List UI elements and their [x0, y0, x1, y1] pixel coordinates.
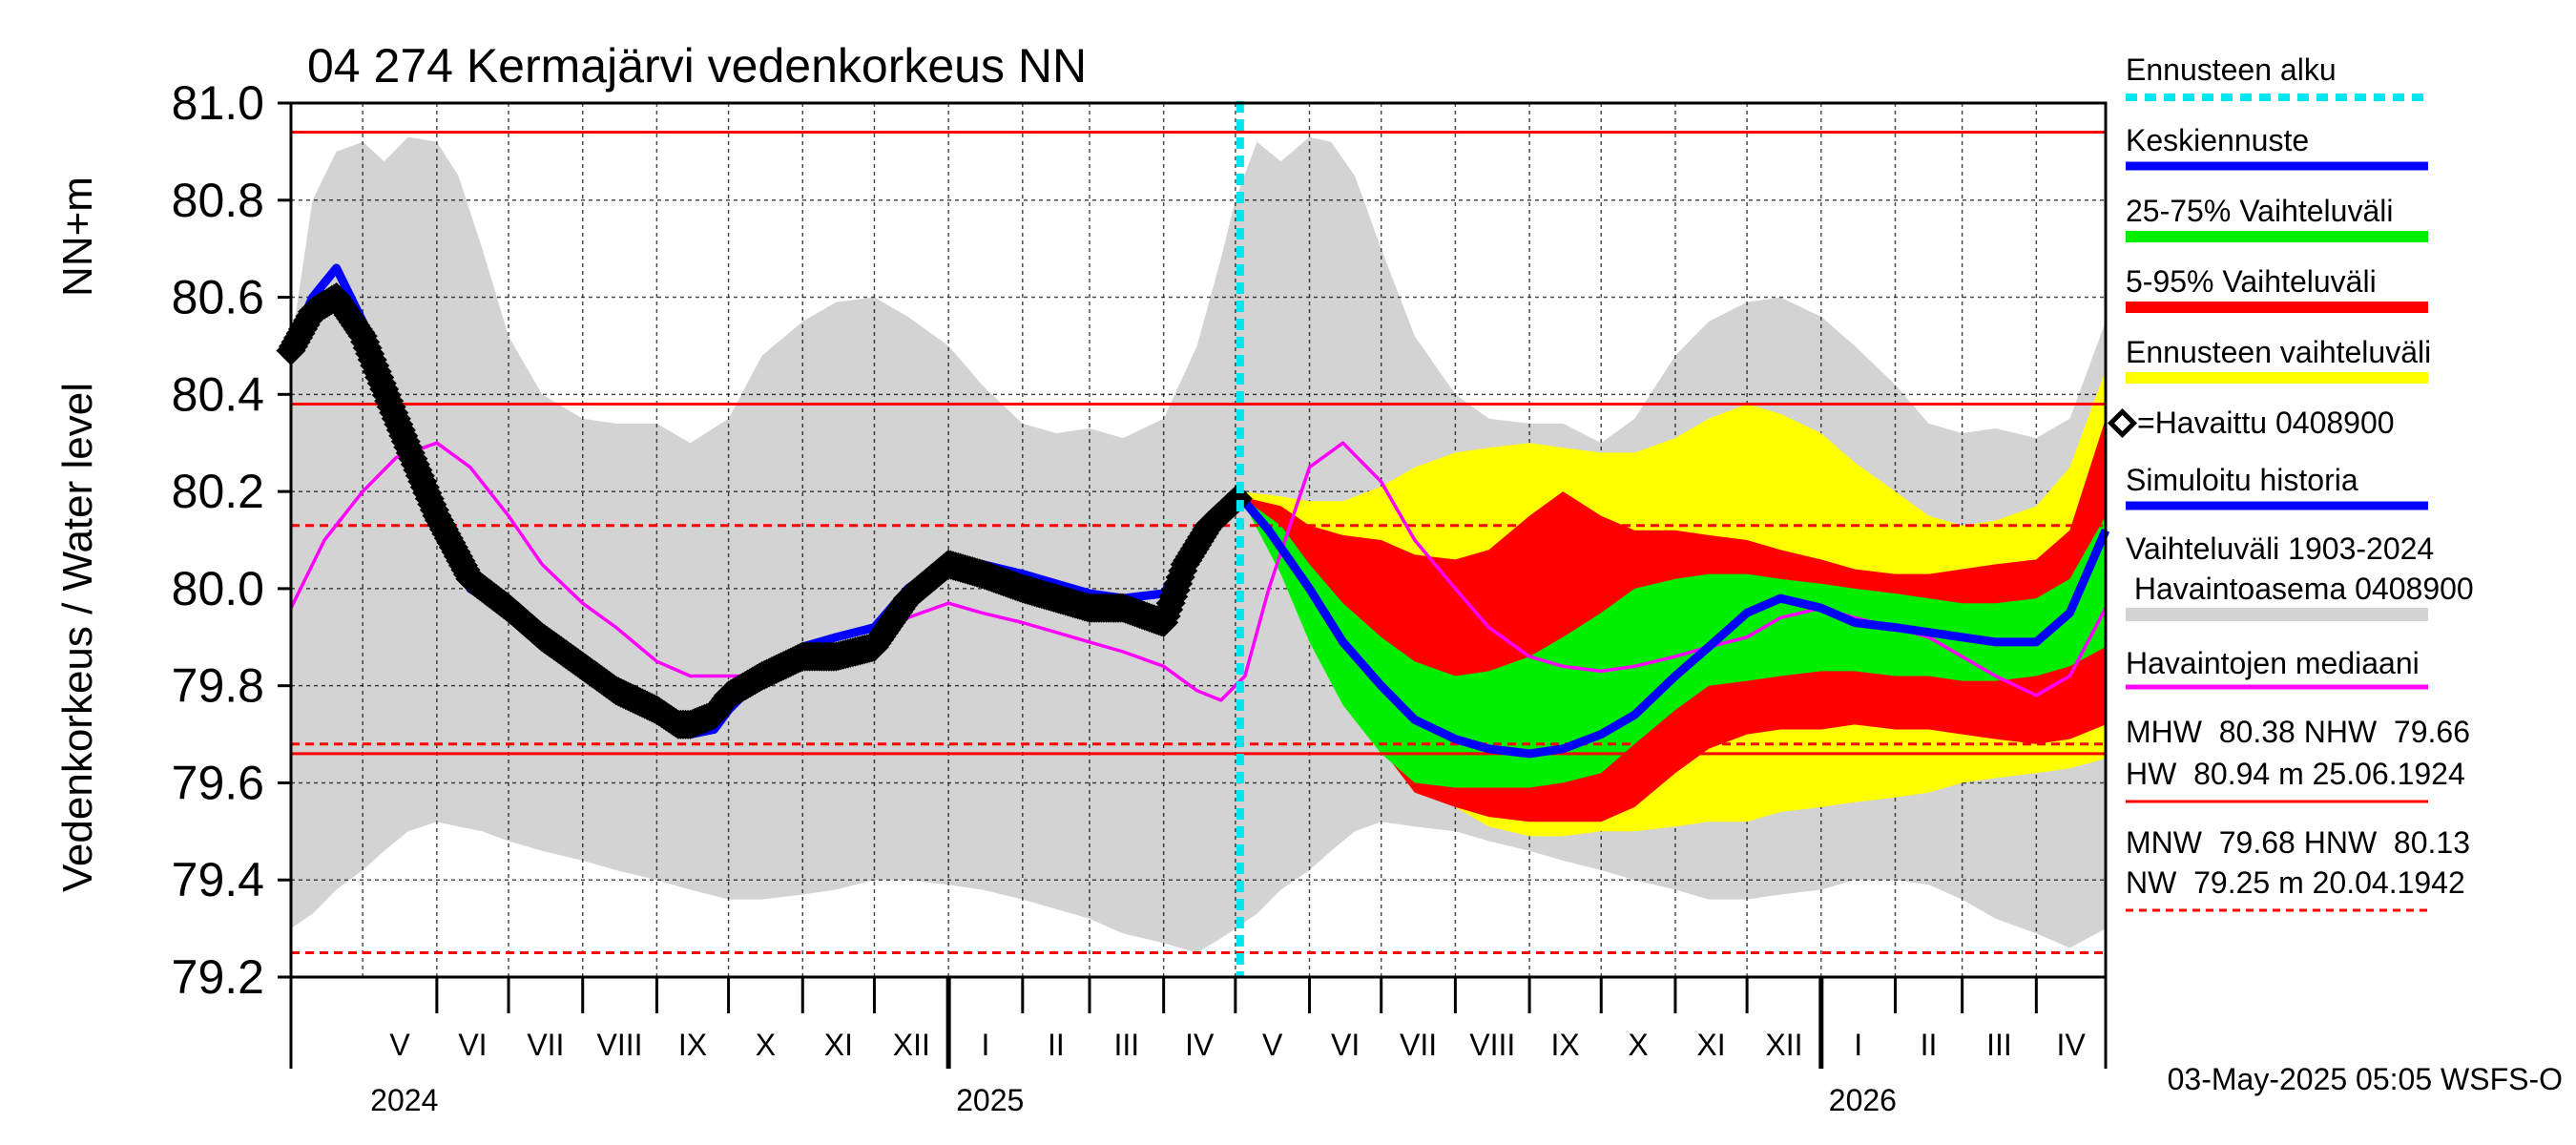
stats-line-mhw-nhw: MHW 80.38 NHW 79.66 [2126, 715, 2470, 749]
y-axis-ticks: 81.0 80.8 80.6 80.4 80.2 80.0 79.8 79.6 79.4 79.2 [172, 76, 291, 1004]
y-tick-label: 80.2 [172, 465, 264, 518]
x-tick-label-month: IV [2057, 1028, 2087, 1062]
legend-label-forecast-start: Ennusteen alku [2126, 52, 2337, 87]
y-tick-label: 79.2 [172, 950, 264, 1004]
y-tick-label: 79.6 [172, 756, 264, 809]
legend-swatch-observed [2107, 407, 2138, 439]
x-tick-label-month: VI [1331, 1028, 1360, 1062]
x-tick-label-month: II [1921, 1028, 1938, 1062]
y-tick-label: 80.8 [172, 174, 264, 227]
legend-label-observed: =Havaittu 0408900 [2137, 406, 2395, 440]
x-tick-label-month: V [389, 1028, 410, 1062]
x-tick-label-month: III [1113, 1028, 1139, 1062]
legend-label-range: Vaihteluväli 1903-2024 [2126, 531, 2434, 566]
legend-label-p5-95: 5-95% Vaihteluväli [2126, 264, 2377, 299]
series-mean-forecast [1236, 493, 2110, 759]
legend-label-mean-forecast: Keskiennuste [2126, 123, 2309, 157]
y-tick-label: 81.0 [172, 76, 264, 130]
x-tick-label-month: XII [1765, 1028, 1802, 1062]
x-tick-label-year: 2024 [370, 1083, 438, 1117]
footer-timestamp: 03-May-2025 05:05 WSFS-O [2168, 1062, 2563, 1096]
x-tick-label-month: XI [1696, 1028, 1725, 1062]
legend-label-simulated: Simuloitu historia [2126, 463, 2358, 497]
x-tick-label-month: IX [1551, 1028, 1580, 1062]
x-tick-label-month: III [1986, 1028, 2012, 1062]
plot-area [276, 101, 2110, 979]
y-tick-label: 80.4 [172, 367, 264, 421]
chart-title: 04 274 Kermajärvi vedenkorkeus NN [307, 39, 1087, 93]
x-tick-label-month: VII [1400, 1028, 1437, 1062]
x-tick-label-month: X [756, 1028, 776, 1062]
x-tick-label-month: II [1048, 1028, 1065, 1062]
y-tick-label: 80.6 [172, 271, 264, 324]
y-axis-label: Vedenkorkeus / Water level [54, 383, 101, 892]
x-tick-label-month: XII [893, 1028, 930, 1062]
x-tick-label-month: IV [1185, 1028, 1215, 1062]
x-tick-label-month: I [982, 1028, 990, 1062]
x-tick-label-month: VI [458, 1028, 487, 1062]
statistics-panel: MHW 80.38 NHW 79.66 HW 80.94 m 25.06.192… [2126, 715, 2470, 912]
legend-label-forecast-range: Ennusteen vaihteluväli [2126, 335, 2431, 369]
x-tick-label-month: IX [678, 1028, 707, 1062]
y-tick-label: 79.4 [172, 853, 264, 906]
x-tick-label-month: X [1628, 1028, 1648, 1062]
x-tick-label-month: VII [527, 1028, 564, 1062]
y-tick-label: 80.0 [172, 562, 264, 615]
x-tick-label-month: VIII [597, 1028, 643, 1062]
legend-label-median: Havaintojen mediaani [2126, 646, 2420, 680]
x-tick-label-month: VIII [1469, 1028, 1515, 1062]
y-tick-label: 79.8 [172, 659, 264, 713]
stats-line-nw: NW 79.25 m 20.04.1942 [2126, 865, 2465, 900]
x-tick-label-month: XI [824, 1028, 853, 1062]
series-median [289, 441, 2108, 702]
x-tick-label-month: I [1854, 1028, 1862, 1062]
legend-label-station: Havaintoasema 0408900 [2126, 572, 2474, 606]
observed-marker [1222, 484, 1253, 514]
legend-label-p25-75: 25-75% Vaihteluväli [2126, 194, 2393, 228]
x-axis-ticks: V VI VII VIII IX X XI XII I II III IV V VI VII VIII IX X X… [289, 977, 2108, 1117]
x-tick-label-year: 2026 [1829, 1083, 1897, 1117]
band-p25-75 [1239, 496, 2106, 788]
x-tick-label-month: V [1262, 1028, 1283, 1062]
stats-line-hw: HW 80.94 m 25.06.1924 [2126, 757, 2465, 791]
legend: Ennusteen alku Keskiennuste 25-75% Vaiht… [2107, 52, 2474, 690]
x-tick-label-year: 2025 [956, 1083, 1024, 1117]
plot-frame [289, 101, 2108, 979]
stats-line-mnw-hnw: MNW 79.68 HNW 80.13 [2126, 825, 2470, 860]
y-axis-unit: NN+m [54, 177, 101, 297]
